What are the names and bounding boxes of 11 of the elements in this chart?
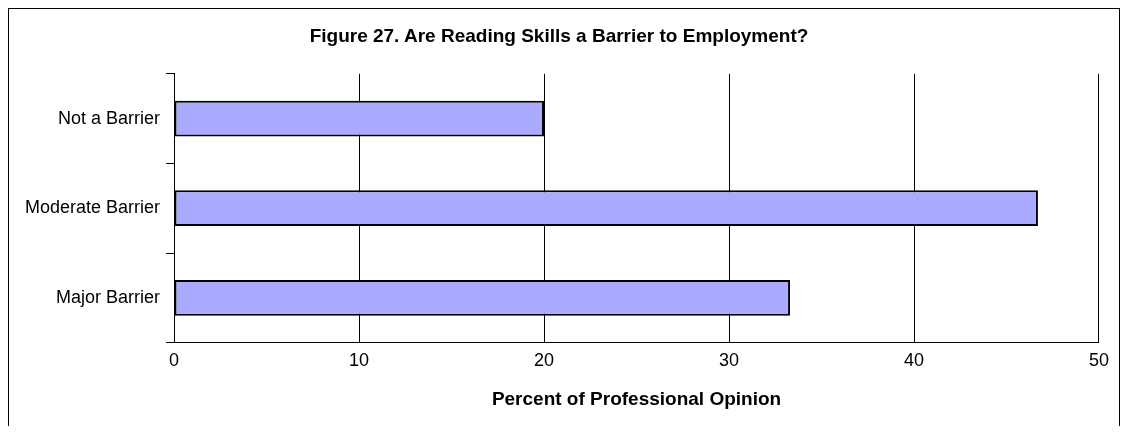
x-tick-label: 20 (534, 350, 555, 371)
y-tick-label: Moderate Barrier (24, 197, 161, 218)
chart-title: Figure 27. Are Reading Skills a Barrier to Employment? (309, 24, 809, 46)
y-tick-label: Not a Barrier (58, 107, 161, 128)
x-tick-label: 10 (349, 350, 370, 371)
x-tick-label: 50 (1088, 350, 1109, 371)
x-tick-label: 0 (169, 350, 180, 371)
x-tick-label: 30 (719, 350, 740, 371)
x-tick-label: 40 (903, 350, 925, 371)
x-axis-title: Percent of Professional Opinion (491, 387, 782, 409)
y-tick-label: Major Barrier (56, 286, 161, 307)
